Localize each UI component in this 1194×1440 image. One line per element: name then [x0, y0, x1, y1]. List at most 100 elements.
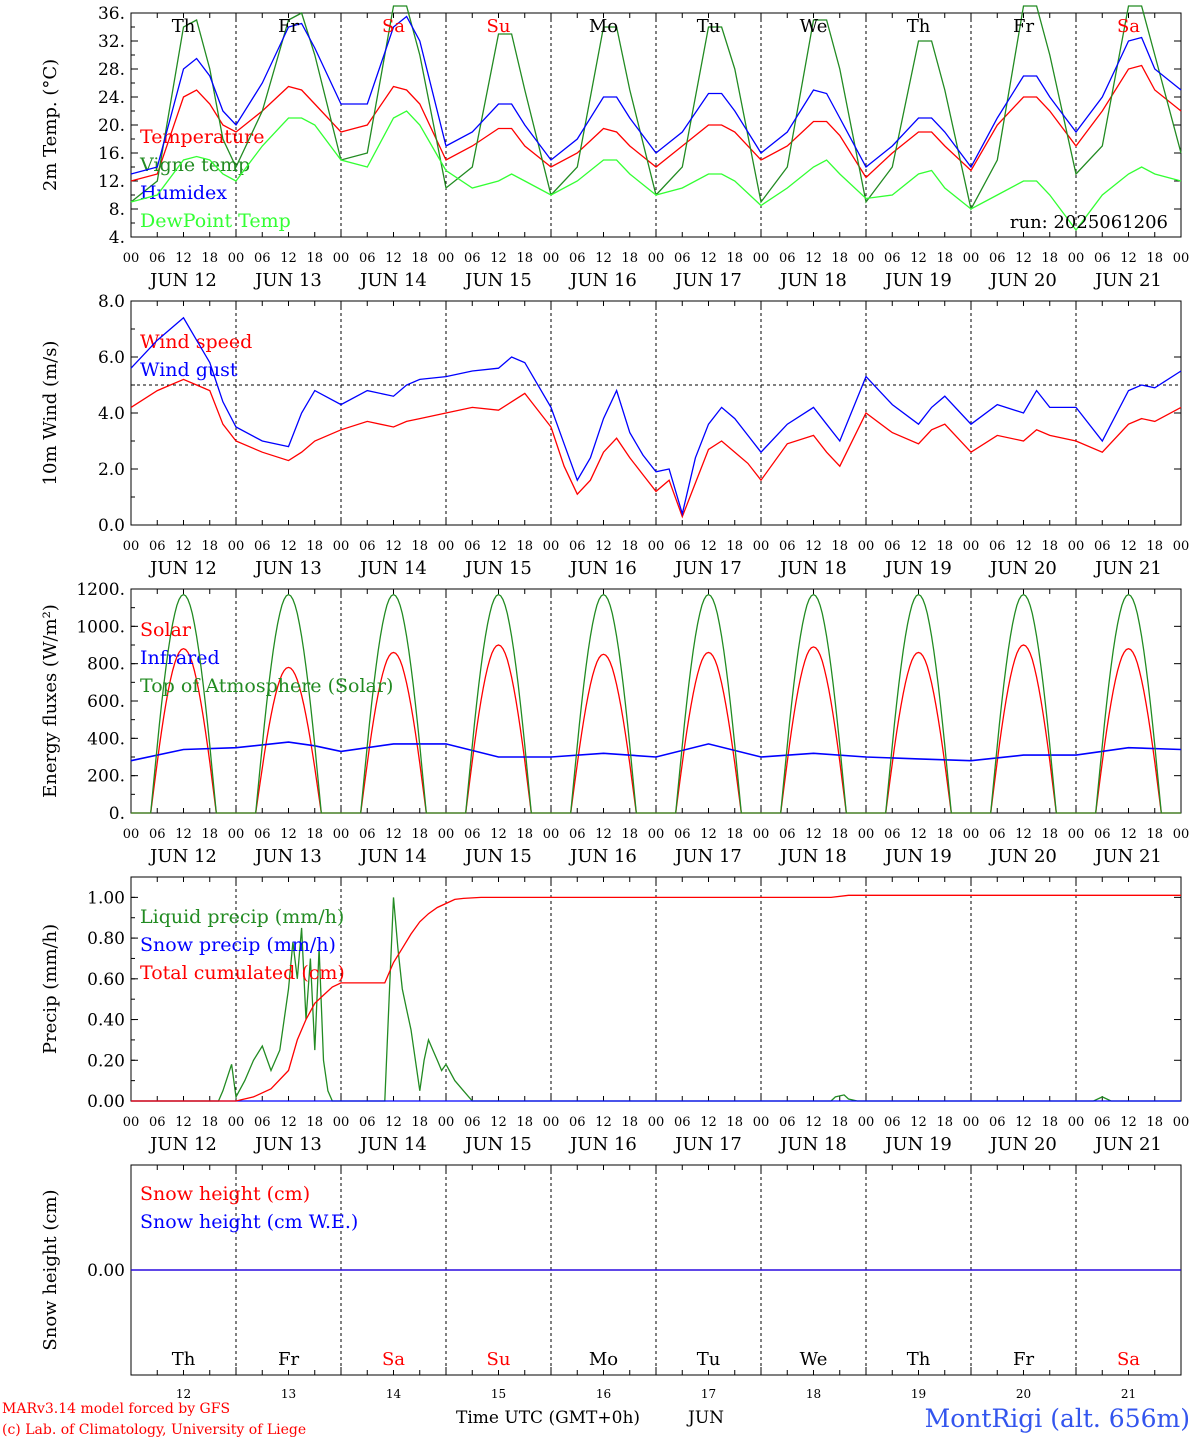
hour-tick-label: 06 — [884, 251, 901, 266]
hour-tick-label: 12 — [910, 1115, 927, 1130]
weekday-label: Tu — [697, 1349, 721, 1370]
hour-tick-label: 00 — [333, 827, 350, 842]
legend-entry: Top of Atmosphere (Solar) — [140, 675, 393, 697]
hour-tick-label: 12 — [700, 539, 717, 554]
hour-tick-label: 00 — [1068, 539, 1085, 554]
hour-tick-label: 18 — [1146, 251, 1163, 266]
hour-tick-label: 00 — [753, 251, 770, 266]
panel-snow: 0.00 Snow height (cm) Snow height (cm) Snow… — [40, 1164, 1182, 1401]
date-label: JUN 12 — [148, 558, 217, 579]
hour-tick-label: 06 — [254, 539, 271, 554]
hour-tick-label: 18 — [1041, 251, 1058, 266]
hour-tick-label: 18 — [516, 1115, 533, 1130]
hour-tick-label: 18 — [1041, 1115, 1058, 1130]
hour-tick-label: 00 — [543, 1115, 560, 1130]
hour-tick-label: 18 — [516, 827, 533, 842]
y-tick-label: 400. — [87, 729, 125, 749]
day-number-label: 15 — [491, 1387, 506, 1401]
legend-entry: Liquid precip (mm/h) — [140, 906, 344, 928]
hour-tick-label: 12 — [1120, 1115, 1137, 1130]
date-label: JUN 12 — [148, 1134, 217, 1155]
weekday-label: Su — [487, 16, 511, 37]
hour-tick-label: 18 — [201, 1115, 218, 1130]
date-label: JUN 15 — [463, 270, 532, 291]
series-line-temperature — [130, 64, 1182, 182]
hour-tick-label: 00 — [963, 827, 980, 842]
hour-tick-label: 18 — [411, 251, 428, 266]
y-tick-label: 0.00 — [87, 1261, 125, 1281]
y-tick-label: 4.0 — [98, 404, 125, 424]
credit-line-2: (c) Lab. of Climatology, University of L… — [2, 1422, 306, 1438]
date-label: JUN 16 — [568, 270, 637, 291]
hour-tick-label: 12 — [280, 251, 297, 266]
hour-tick-label: 06 — [464, 1115, 481, 1130]
hour-tick-label: 00 — [333, 251, 350, 266]
date-label: JUN 14 — [358, 558, 427, 579]
hour-tick-label: 06 — [674, 1115, 691, 1130]
date-label: JUN 20 — [988, 846, 1057, 867]
hour-tick-label: 18 — [1146, 539, 1163, 554]
hour-tick-label: 00 — [333, 539, 350, 554]
hour-tick-label: 18 — [621, 1115, 638, 1130]
date-label: JUN 20 — [988, 558, 1057, 579]
y-tick-label: 12. — [98, 172, 125, 192]
y-tick-label: 0.20 — [87, 1051, 125, 1071]
date-label: JUN 13 — [253, 558, 322, 579]
weekday-label: Sa — [382, 16, 405, 37]
hour-tick-label: 00 — [228, 539, 245, 554]
hour-tick-label: 12 — [595, 251, 612, 266]
hour-tick-label: 06 — [989, 827, 1006, 842]
hour-tick-label: 18 — [936, 539, 953, 554]
y-tick-label: 800. — [87, 655, 125, 675]
hour-tick-label: 06 — [254, 251, 271, 266]
y-tick-label: 24. — [98, 88, 125, 108]
y-tick-label: 1200. — [76, 580, 125, 600]
hour-tick-label: 06 — [359, 827, 376, 842]
date-label: JUN 16 — [568, 558, 637, 579]
panel-wind: 00 06 12 18 00 06 12 18 00 06 12 18 00 06 12 18 00 06 12 18… — [40, 292, 1189, 579]
hour-tick-label: 12 — [175, 827, 192, 842]
hour-tick-label: 18 — [201, 827, 218, 842]
hour-tick-label: 06 — [359, 539, 376, 554]
hour-tick-label: 12 — [805, 1115, 822, 1130]
date-label: JUN 21 — [1093, 558, 1162, 579]
hour-tick-label: 18 — [1041, 539, 1058, 554]
hour-tick-label: 12 — [700, 1115, 717, 1130]
weekday-label: Fr — [278, 16, 299, 37]
weekday-label: Sa — [1117, 1349, 1140, 1370]
hour-tick-label: 06 — [464, 827, 481, 842]
run-label: run: 2025061206 — [1010, 212, 1168, 233]
hour-tick-label: 18 — [726, 251, 743, 266]
hour-tick-label: 06 — [149, 1115, 166, 1130]
y-axis-title: Snow height (cm) — [40, 1189, 61, 1350]
hour-tick-label: 12 — [910, 827, 927, 842]
hour-tick-label: 18 — [411, 1115, 428, 1130]
hour-tick-label: 00 — [123, 827, 140, 842]
date-label: JUN 17 — [673, 1134, 742, 1155]
hour-tick-label: 18 — [516, 251, 533, 266]
y-tick-label: 2.0 — [98, 460, 125, 480]
hour-tick-label: 12 — [1015, 539, 1032, 554]
hour-tick-label: 00 — [648, 1115, 665, 1130]
legend-entry: Snow height (cm W.E.) — [140, 1211, 358, 1233]
hour-tick-label: 06 — [569, 251, 586, 266]
date-label: JUN 20 — [988, 270, 1057, 291]
hour-tick-label: 12 — [910, 251, 927, 266]
hour-tick-label: 12 — [910, 539, 927, 554]
date-label: JUN 21 — [1093, 846, 1162, 867]
hour-tick-label: 12 — [1015, 827, 1032, 842]
hour-tick-label: 06 — [359, 251, 376, 266]
hour-tick-label: 00 — [963, 1115, 980, 1130]
day-number-label: 19 — [911, 1387, 926, 1401]
hour-tick-label: 00 — [123, 251, 140, 266]
hour-tick-label: 06 — [1094, 539, 1111, 554]
series-line-wind-gust — [130, 316, 1182, 517]
weekday-label: Fr — [1013, 16, 1034, 37]
hour-tick-label: 06 — [254, 1115, 271, 1130]
hour-tick-label: 00 — [858, 1115, 875, 1130]
hour-tick-label: 06 — [674, 539, 691, 554]
hour-tick-label: 00 — [228, 827, 245, 842]
x-axis-title: Time UTC (GMT+0h) — [456, 1408, 640, 1428]
y-tick-label: 0.0 — [98, 516, 125, 536]
